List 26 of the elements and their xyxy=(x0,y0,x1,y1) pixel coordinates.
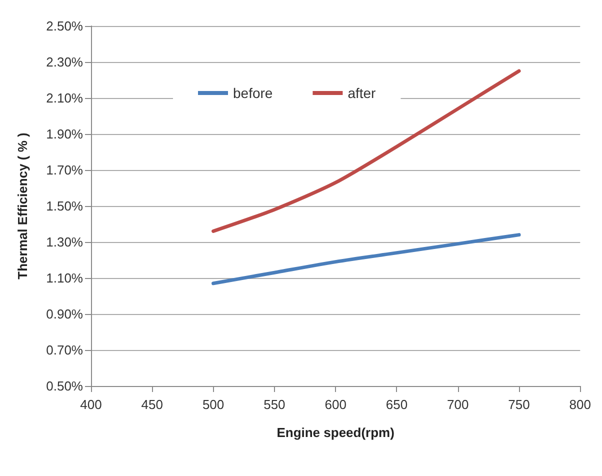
y-tick-label: 0.70% xyxy=(46,342,84,358)
legend-label: before xyxy=(233,85,273,101)
x-tick-label: 750 xyxy=(508,397,530,412)
y-tick-label: 1.50% xyxy=(46,198,84,214)
legend-label: after xyxy=(348,85,376,101)
line-series xyxy=(212,233,521,286)
x-tick-label: 800 xyxy=(569,397,592,412)
y-tick-label: 1.10% xyxy=(46,270,84,286)
y-tick-label: 2.10% xyxy=(46,90,84,106)
x-tick-label: 400 xyxy=(80,397,102,412)
y-tick-label: 2.50% xyxy=(46,18,84,34)
x-tick-label: 550 xyxy=(264,397,286,412)
x-tick-label: 500 xyxy=(202,397,224,412)
line-series xyxy=(212,69,521,233)
x-tick-label: 700 xyxy=(447,397,469,412)
y-tick-label: 1.90% xyxy=(46,126,84,142)
y-tick-label: 1.30% xyxy=(46,234,84,250)
y-tick-label: 1.70% xyxy=(46,162,84,178)
x-tick-label: 600 xyxy=(324,397,346,412)
x-axis-title: Engine speed(rpm) xyxy=(276,425,394,440)
y-tick-label: 0.90% xyxy=(46,306,84,322)
y-tick-label: 2.30% xyxy=(46,54,84,70)
y-tick-label: 0.50% xyxy=(46,378,84,394)
y-axis-title: Thermal Efficiency ( % ) xyxy=(15,132,30,280)
x-tick-label: 450 xyxy=(141,397,163,412)
x-tick-label: 650 xyxy=(386,397,408,412)
